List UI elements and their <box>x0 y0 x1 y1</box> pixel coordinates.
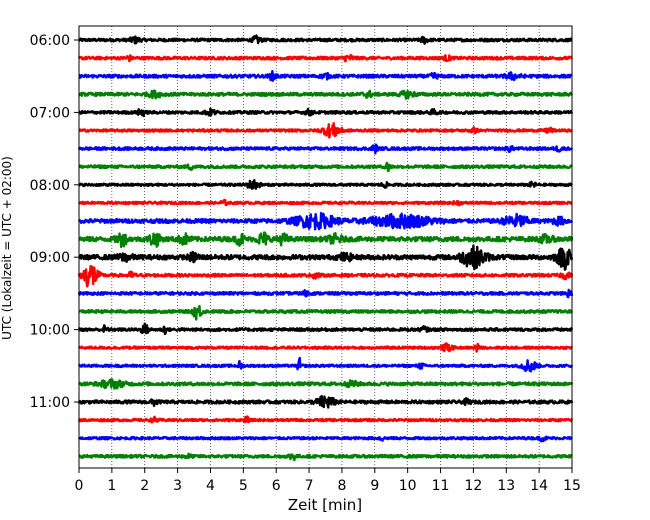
x-tick-label: 0 <box>75 478 84 494</box>
trace-0600 <box>77 34 573 45</box>
trace-0900 <box>78 244 574 271</box>
trace-1115 <box>77 415 574 424</box>
x-tick-label: 7 <box>305 478 314 494</box>
trace-0630 <box>78 70 573 82</box>
trace-1045 <box>78 378 574 390</box>
trace-0830 <box>77 211 574 231</box>
x-axis-label: Zeit [min] <box>288 496 362 514</box>
x-tick-label: 13 <box>497 478 515 494</box>
x-tick-label: 11 <box>432 478 450 494</box>
x-tick-label: 15 <box>563 478 581 494</box>
x-tick-label: 2 <box>140 478 149 494</box>
trace-0945 <box>78 304 574 321</box>
trace-1000 <box>77 322 574 336</box>
x-tick-label: 1 <box>107 478 116 494</box>
x-tick-label: 14 <box>530 478 548 494</box>
x-tick-label: 10 <box>399 478 417 494</box>
trace-group <box>77 34 574 462</box>
trace-1145 <box>78 452 573 462</box>
y-axis-label: UTC (Lokalzeit = UTC + 02:00) <box>0 156 14 340</box>
y-tick-label: 06:00 <box>30 33 70 49</box>
x-tick-label: 12 <box>464 478 482 494</box>
trace-0715 <box>78 121 574 139</box>
trace-0930 <box>77 288 574 299</box>
trace-0845 <box>78 231 574 249</box>
trace-1030 <box>78 356 574 373</box>
y-tick-label: 09:00 <box>30 250 70 266</box>
trace-0645 <box>78 89 573 100</box>
y-axis: 06:00 07:00 08:00 09:00 10:00 11:00 <box>30 33 79 411</box>
trace-1015 <box>77 342 574 353</box>
trace-0615 <box>77 53 574 63</box>
x-tick-label: 4 <box>206 478 215 494</box>
y-tick-label: 08:00 <box>30 178 70 194</box>
y-tick-label: 11:00 <box>30 395 70 411</box>
axes-border <box>78 25 573 469</box>
trace-0700 <box>78 107 574 118</box>
trace-0745 <box>78 161 573 173</box>
x-tick-label: 3 <box>173 478 182 494</box>
x-axis: 0 1 2 3 4 5 6 7 8 9 10 11 12 13 14 15 <box>75 468 581 494</box>
trace-0730 <box>77 143 574 155</box>
trace-0915 <box>77 265 574 288</box>
plot-frame <box>78 25 573 469</box>
x-tick-label: 8 <box>337 478 346 494</box>
x-tick-label: 6 <box>272 478 281 494</box>
trace-1130 <box>77 435 574 443</box>
trace-1100 <box>77 394 574 409</box>
y-tick-label: 10:00 <box>30 323 70 339</box>
trace-0815 <box>77 198 573 207</box>
trace-0800 <box>78 179 573 190</box>
y-tick-label: 07:00 <box>30 105 70 121</box>
x-tick-label: 9 <box>370 478 379 494</box>
x-tick-label: 5 <box>239 478 248 494</box>
